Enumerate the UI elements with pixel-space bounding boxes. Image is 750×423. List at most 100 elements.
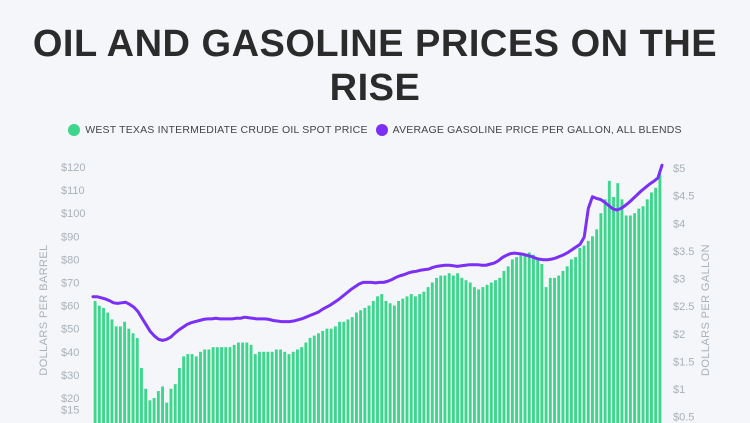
legend-item-gasoline: AVERAGE GASOLINE PRICE PER GALLON, ALL B… (375, 124, 682, 136)
oil-price-bar (127, 328, 131, 423)
left-axis-ticks: $15$20 $30 $40 $50 $60 $70 $80 $90 $100 $110 $120 (61, 162, 85, 417)
oil-price-bar (426, 287, 430, 423)
oil-price-bar (346, 319, 350, 423)
gasoline-price-line (91, 163, 664, 342)
oil-price-bar (169, 388, 173, 423)
oil-price-bar (308, 337, 312, 423)
right-axis-tick-label: $1.5 (673, 356, 694, 368)
left-axis-tick-label: $15 (61, 405, 79, 417)
oil-price-bar (569, 259, 573, 423)
oil-price-bar (114, 326, 118, 423)
oil-price-bar (603, 199, 607, 423)
oil-price-bars (93, 173, 662, 423)
oil-price-bar (93, 300, 97, 423)
oil-price-bar (443, 275, 447, 423)
oil-price-bar (325, 328, 329, 423)
oil-price-bar (220, 347, 223, 423)
oil-price-bar (586, 240, 590, 423)
oil-price-bar (161, 386, 164, 423)
oil-price-bar (464, 280, 468, 423)
left-axis-tick-label: $90 (61, 231, 79, 243)
oil-price-bar (557, 275, 561, 423)
chart-title: OIL AND GASOLINE PRICES ON THE RISE (0, 22, 750, 110)
oil-price-bar (283, 351, 287, 423)
oil-price-bar (414, 296, 417, 423)
right-axis-tick-label: $4.5 (673, 191, 694, 203)
oil-price-bar (540, 264, 544, 423)
oil-price-bar (363, 307, 367, 423)
oil-price-bar (224, 347, 228, 423)
oil-price-bar (110, 319, 114, 423)
oil-price-bar (291, 351, 295, 423)
oil-price-bar (321, 331, 325, 423)
oil-price-bar (574, 257, 578, 423)
oil-price-bar (228, 347, 232, 423)
right-axis-tick-label: $2 (673, 329, 685, 341)
oil-price-bar (279, 349, 282, 423)
oil-price-bar (485, 284, 489, 423)
chart-title-line-2: RISE (329, 67, 421, 109)
oil-price-bar (118, 326, 122, 423)
left-axis-tick-label: $30 (61, 370, 79, 382)
oil-price-bar (612, 197, 615, 423)
oil-price-bar (401, 298, 405, 423)
right-axis-tick-label: $3.5 (673, 246, 694, 258)
legend-label-gasoline: AVERAGE GASOLINE PRICE PER GALLON, ALL B… (392, 124, 682, 136)
oil-price-bar (295, 349, 299, 423)
oil-price-bar (397, 300, 401, 423)
oil-price-bar (182, 356, 186, 423)
oil-price-bar (641, 206, 645, 423)
oil-price-bar (177, 367, 181, 423)
oil-price-bar (207, 349, 211, 423)
oil-price-bar (274, 349, 278, 423)
oil-price-bar (97, 305, 101, 423)
oil-price-bar (422, 291, 426, 423)
oil-price-bar (645, 199, 649, 423)
left-axis-tick-label: $100 (61, 208, 85, 220)
oil-price-bar (418, 294, 422, 423)
oil-price-bar (194, 356, 198, 423)
chart-legend: WEST TEXAS INTERMEDIATE CRUDE OIL SPOT P… (0, 124, 750, 136)
oil-price-bar (650, 192, 653, 423)
oil-price-bar (460, 277, 464, 423)
right-axis-tick-label: $1 (673, 384, 685, 396)
left-axis-tick-label: $70 (61, 278, 79, 290)
oil-price-bar (300, 347, 304, 423)
right-axis-tick-label: $3 (673, 274, 685, 286)
legend-label-oil: WEST TEXAS INTERMEDIATE CRUDE OIL SPOT P… (85, 124, 368, 136)
oil-price-bar (165, 402, 169, 423)
oil-price-bar (494, 280, 497, 423)
oil-price-bar (123, 321, 127, 423)
oil-price-bar (447, 273, 451, 423)
oil-price-bar (498, 277, 502, 423)
oil-price-bar (578, 247, 582, 423)
oil-price-bar (245, 342, 249, 423)
oil-price-bar (144, 388, 148, 423)
right-axis-tick-label: $2.5 (673, 301, 694, 313)
oil-price-bar (565, 266, 569, 423)
oil-price-bar (409, 294, 413, 423)
oil-price-bar (430, 282, 434, 423)
oil-price-bar (304, 342, 308, 423)
gasoline-price-line-layer (91, 163, 664, 342)
oil-price-bar (544, 287, 548, 423)
oil-price-bar (253, 354, 257, 423)
oil-price-bar (371, 300, 375, 423)
oil-price-bar (637, 208, 641, 423)
oil-price-bar (477, 289, 481, 423)
left-axis-tick-label: $110 (61, 185, 85, 197)
left-axis-tick-label: $80 (61, 254, 79, 266)
oil-price-bar (135, 337, 139, 423)
oil-price-bar (536, 259, 540, 423)
oil-price-bar (607, 180, 611, 423)
oil-price-bar (106, 312, 110, 423)
oil-price-bar (548, 277, 552, 423)
oil-price-bar (317, 333, 320, 423)
oil-price-bar (456, 273, 460, 423)
oil-price-bar (266, 351, 270, 423)
right-axis-ticks: $0.5 $1 $1.5 $2 $2.5 $3 $3.5 $4 $4.5 $5 (673, 163, 694, 423)
oil-price-bar (329, 328, 333, 423)
oil-price-bar (616, 183, 620, 423)
left-axis-tick-label: $60 (61, 301, 79, 313)
